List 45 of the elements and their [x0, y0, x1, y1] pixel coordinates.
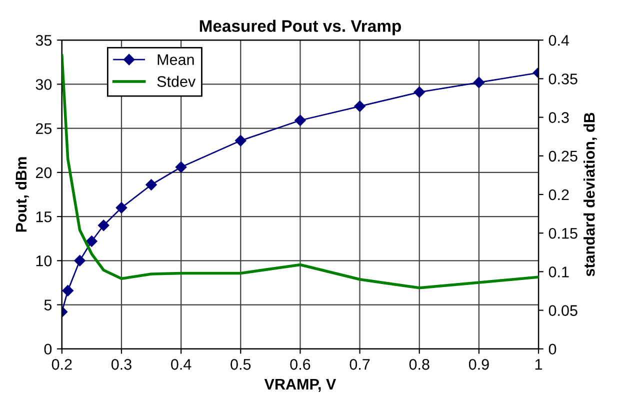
x-axis-title: VRAMP, V [264, 378, 336, 392]
y2-axis-title: standard deviation, dB [584, 112, 597, 276]
y-tick-label: 30 [36, 79, 52, 90]
y2-tick-label: 0.05 [548, 305, 578, 316]
y2-tick-label: 0.35 [548, 74, 578, 84]
x-tick-label: 0.8 [409, 358, 430, 370]
point [175, 162, 187, 173]
y2-tick-label: 0.1 [548, 266, 569, 278]
y-tick-label: 15 [36, 212, 52, 222]
y2-tick-label: 0 [548, 344, 556, 355]
y-tick-label: 20 [36, 167, 52, 178]
point [414, 86, 425, 98]
legend-label: Stdev [157, 76, 196, 87]
y-tick-label: 25 [36, 123, 52, 134]
y-tick-label: 35 [36, 34, 52, 46]
x-tick-label: 0.2 [52, 358, 72, 370]
point [146, 179, 157, 190]
x-tick-label: 0.6 [290, 358, 310, 370]
y2-tick-label: 0.25 [548, 150, 578, 162]
point [473, 76, 485, 88]
line-series [62, 54, 539, 290]
x-tick-label: 0.7 [350, 358, 370, 370]
y2-tick-label: 0.15 [548, 228, 578, 239]
point [235, 135, 246, 146]
x-tick-label: 1 [535, 359, 542, 370]
point [116, 202, 128, 214]
y-tick-label: 5 [44, 300, 52, 310]
x-tick-label: 0.4 [171, 358, 192, 370]
y-tick-label: 0 [44, 344, 52, 355]
y-axis-title: Pout, dBm [15, 157, 29, 232]
point [62, 285, 74, 296]
chart-title: Measured Pout vs. Vramp [200, 20, 401, 36]
legend-label: Mean [158, 54, 194, 66]
x-tick-label: 0.3 [111, 358, 132, 370]
y2-tick-label: 0.3 [548, 112, 569, 123]
point [98, 220, 110, 231]
point [74, 255, 86, 266]
x-tick-label: 0.5 [230, 358, 251, 370]
point [86, 236, 98, 247]
point [294, 114, 306, 126]
y2-tick-label: 0.2 [548, 189, 569, 200]
x-tick-label: 0.9 [468, 358, 489, 370]
point [354, 100, 366, 112]
y2-tick-label: 0.4 [548, 34, 570, 46]
y-tick-label: 10 [36, 256, 52, 266]
